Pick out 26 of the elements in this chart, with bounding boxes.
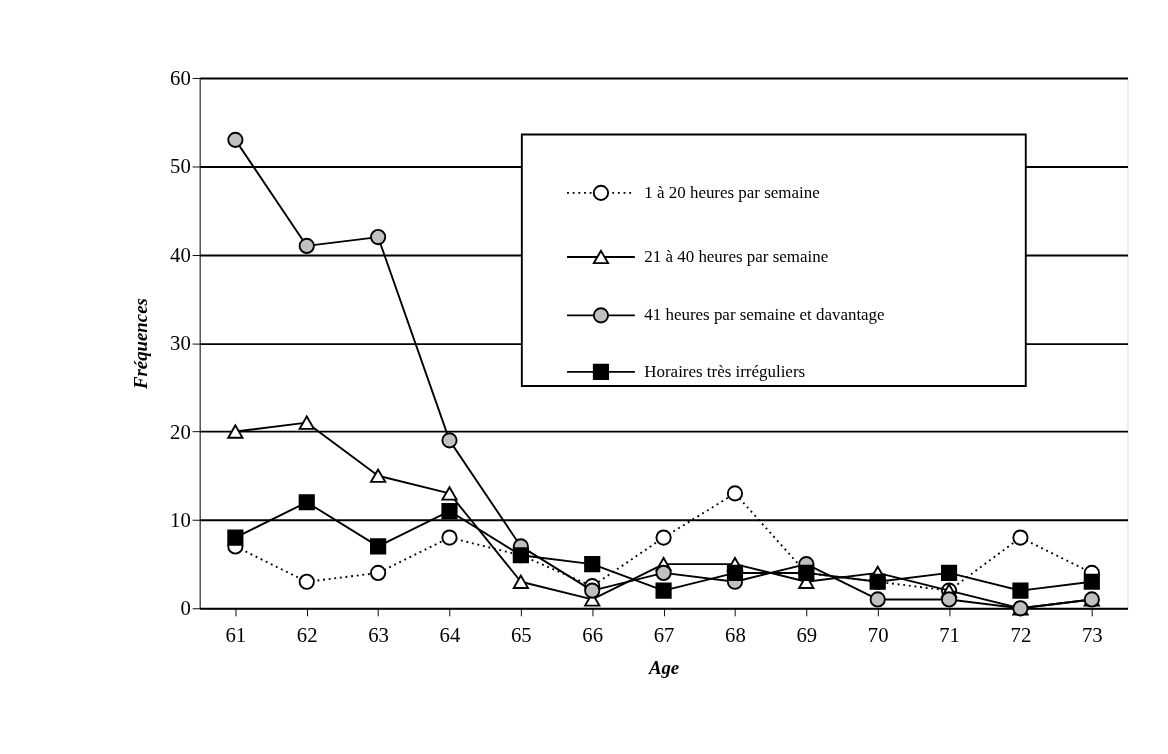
legend-label: 1 à 20 heures par semaine [644,182,820,202]
y-tick-label: 10 [170,508,191,531]
x-tick-label: 67 [653,623,675,646]
y-axis-title: Fréquences [130,298,152,391]
x-tick-label: 64 [439,623,461,646]
x-tick-label: 69 [796,623,818,646]
y-tick-label: 20 [170,420,191,443]
y-tick-label: 0 [180,597,191,620]
x-tick-label: 62 [296,623,318,646]
x-tick-label: 66 [582,623,604,646]
x-tick-label: 72 [1010,623,1032,646]
legend-label: Horaires très irréguliers [644,361,806,381]
legend-label: 41 heures par semaine et davantage [644,305,885,325]
y-tick-label: 40 [170,243,191,266]
x-tick-label: 68 [725,623,746,646]
x-tick-label: 61 [225,623,247,646]
y-tick-label: 60 [170,67,191,90]
x-tick-label: 71 [939,623,960,646]
x-tick-label: 73 [1081,623,1103,646]
legend-label: 21 à 40 heures par semaine [644,246,829,266]
y-tick-label: 30 [170,332,191,355]
x-tick-label: 70 [867,623,889,646]
y-tick-label: 50 [170,155,191,178]
x-tick-label: 63 [368,623,389,646]
x-tick-label: 65 [510,623,532,646]
x-axis-title: Age [647,656,680,678]
